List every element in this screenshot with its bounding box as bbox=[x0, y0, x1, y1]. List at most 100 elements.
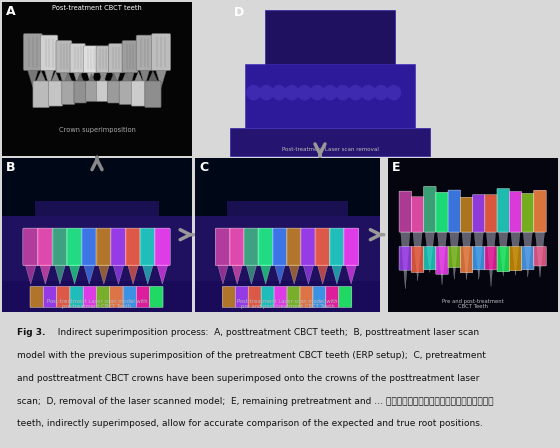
Polygon shape bbox=[40, 265, 51, 284]
Polygon shape bbox=[112, 71, 120, 86]
Text: B: B bbox=[6, 161, 16, 174]
Polygon shape bbox=[474, 232, 483, 280]
Polygon shape bbox=[498, 232, 508, 276]
FancyBboxPatch shape bbox=[2, 216, 192, 281]
FancyBboxPatch shape bbox=[230, 228, 245, 266]
FancyBboxPatch shape bbox=[96, 286, 110, 307]
FancyBboxPatch shape bbox=[399, 191, 412, 232]
Text: Post-treatment Laser scan model with
pre-treatment CBCT Teeth: Post-treatment Laser scan model with pre… bbox=[46, 299, 147, 310]
Polygon shape bbox=[535, 232, 545, 277]
Polygon shape bbox=[218, 265, 228, 284]
Polygon shape bbox=[54, 265, 66, 284]
FancyBboxPatch shape bbox=[56, 40, 72, 73]
Text: E: E bbox=[392, 161, 400, 174]
Polygon shape bbox=[157, 265, 168, 284]
FancyBboxPatch shape bbox=[339, 286, 352, 307]
FancyBboxPatch shape bbox=[521, 246, 534, 270]
Polygon shape bbox=[246, 265, 256, 284]
Text: D: D bbox=[234, 6, 244, 19]
Circle shape bbox=[285, 86, 298, 99]
FancyBboxPatch shape bbox=[534, 246, 546, 266]
FancyBboxPatch shape bbox=[460, 197, 473, 232]
FancyBboxPatch shape bbox=[125, 228, 141, 266]
FancyBboxPatch shape bbox=[123, 286, 137, 307]
Text: Fig 3.: Fig 3. bbox=[17, 328, 45, 337]
FancyBboxPatch shape bbox=[485, 246, 497, 270]
Polygon shape bbox=[487, 232, 496, 287]
Circle shape bbox=[323, 86, 337, 99]
FancyBboxPatch shape bbox=[261, 286, 274, 307]
FancyBboxPatch shape bbox=[23, 228, 39, 266]
Polygon shape bbox=[346, 265, 357, 284]
Text: and posttreatment CBCT crowns have been superimposed onto the crowns of the post: and posttreatment CBCT crowns have been … bbox=[17, 374, 479, 383]
FancyBboxPatch shape bbox=[132, 81, 146, 106]
Polygon shape bbox=[88, 73, 95, 82]
FancyBboxPatch shape bbox=[119, 81, 132, 104]
FancyBboxPatch shape bbox=[313, 286, 326, 307]
Polygon shape bbox=[73, 71, 82, 86]
FancyBboxPatch shape bbox=[57, 286, 70, 307]
Polygon shape bbox=[27, 69, 39, 87]
FancyBboxPatch shape bbox=[448, 246, 460, 267]
FancyBboxPatch shape bbox=[411, 197, 424, 232]
FancyBboxPatch shape bbox=[96, 228, 111, 266]
Polygon shape bbox=[437, 232, 447, 285]
FancyBboxPatch shape bbox=[534, 190, 546, 232]
Polygon shape bbox=[36, 71, 46, 82]
FancyBboxPatch shape bbox=[248, 286, 261, 307]
FancyBboxPatch shape bbox=[111, 228, 127, 266]
Text: scan;  D, removal of the laser scanned model;  E, remaining pretreatment and … 正: scan; D, removal of the laser scanned mo… bbox=[17, 396, 493, 406]
Circle shape bbox=[247, 86, 260, 99]
FancyBboxPatch shape bbox=[423, 186, 436, 232]
FancyBboxPatch shape bbox=[35, 201, 158, 216]
FancyBboxPatch shape bbox=[145, 81, 161, 108]
Text: A: A bbox=[6, 5, 16, 18]
FancyBboxPatch shape bbox=[436, 246, 449, 274]
FancyBboxPatch shape bbox=[509, 246, 522, 271]
Polygon shape bbox=[332, 265, 342, 284]
Polygon shape bbox=[232, 265, 242, 284]
Polygon shape bbox=[134, 72, 143, 82]
FancyBboxPatch shape bbox=[81, 228, 97, 266]
FancyBboxPatch shape bbox=[110, 286, 123, 307]
Text: Post-treatment CBCT teeth: Post-treatment CBCT teeth bbox=[52, 5, 142, 11]
FancyBboxPatch shape bbox=[70, 43, 85, 73]
FancyBboxPatch shape bbox=[326, 286, 339, 307]
FancyBboxPatch shape bbox=[272, 228, 288, 266]
FancyBboxPatch shape bbox=[315, 228, 330, 266]
FancyBboxPatch shape bbox=[222, 286, 235, 307]
FancyBboxPatch shape bbox=[38, 228, 53, 266]
Text: Pre and post-treatment
CBCT Teeth: Pre and post-treatment CBCT Teeth bbox=[442, 299, 504, 310]
FancyBboxPatch shape bbox=[244, 228, 259, 266]
FancyBboxPatch shape bbox=[227, 201, 348, 216]
FancyBboxPatch shape bbox=[521, 194, 534, 232]
Polygon shape bbox=[44, 69, 54, 86]
FancyBboxPatch shape bbox=[195, 158, 380, 311]
FancyBboxPatch shape bbox=[67, 228, 82, 266]
FancyBboxPatch shape bbox=[62, 81, 75, 104]
FancyBboxPatch shape bbox=[48, 81, 63, 106]
Polygon shape bbox=[99, 71, 108, 84]
FancyBboxPatch shape bbox=[43, 286, 57, 307]
FancyBboxPatch shape bbox=[136, 35, 153, 70]
FancyBboxPatch shape bbox=[399, 246, 412, 270]
Polygon shape bbox=[51, 72, 60, 82]
FancyBboxPatch shape bbox=[96, 46, 110, 73]
FancyBboxPatch shape bbox=[108, 81, 120, 103]
FancyBboxPatch shape bbox=[287, 228, 302, 266]
Polygon shape bbox=[289, 265, 300, 284]
Polygon shape bbox=[128, 265, 138, 284]
Circle shape bbox=[374, 86, 388, 99]
FancyBboxPatch shape bbox=[122, 40, 138, 73]
Polygon shape bbox=[450, 232, 459, 280]
Polygon shape bbox=[99, 265, 109, 284]
FancyBboxPatch shape bbox=[509, 192, 522, 232]
FancyBboxPatch shape bbox=[230, 128, 430, 156]
FancyBboxPatch shape bbox=[460, 246, 473, 273]
FancyBboxPatch shape bbox=[215, 228, 231, 266]
FancyBboxPatch shape bbox=[152, 34, 171, 70]
FancyBboxPatch shape bbox=[86, 81, 97, 102]
FancyBboxPatch shape bbox=[423, 246, 436, 270]
Polygon shape bbox=[260, 265, 271, 284]
Circle shape bbox=[361, 86, 375, 99]
